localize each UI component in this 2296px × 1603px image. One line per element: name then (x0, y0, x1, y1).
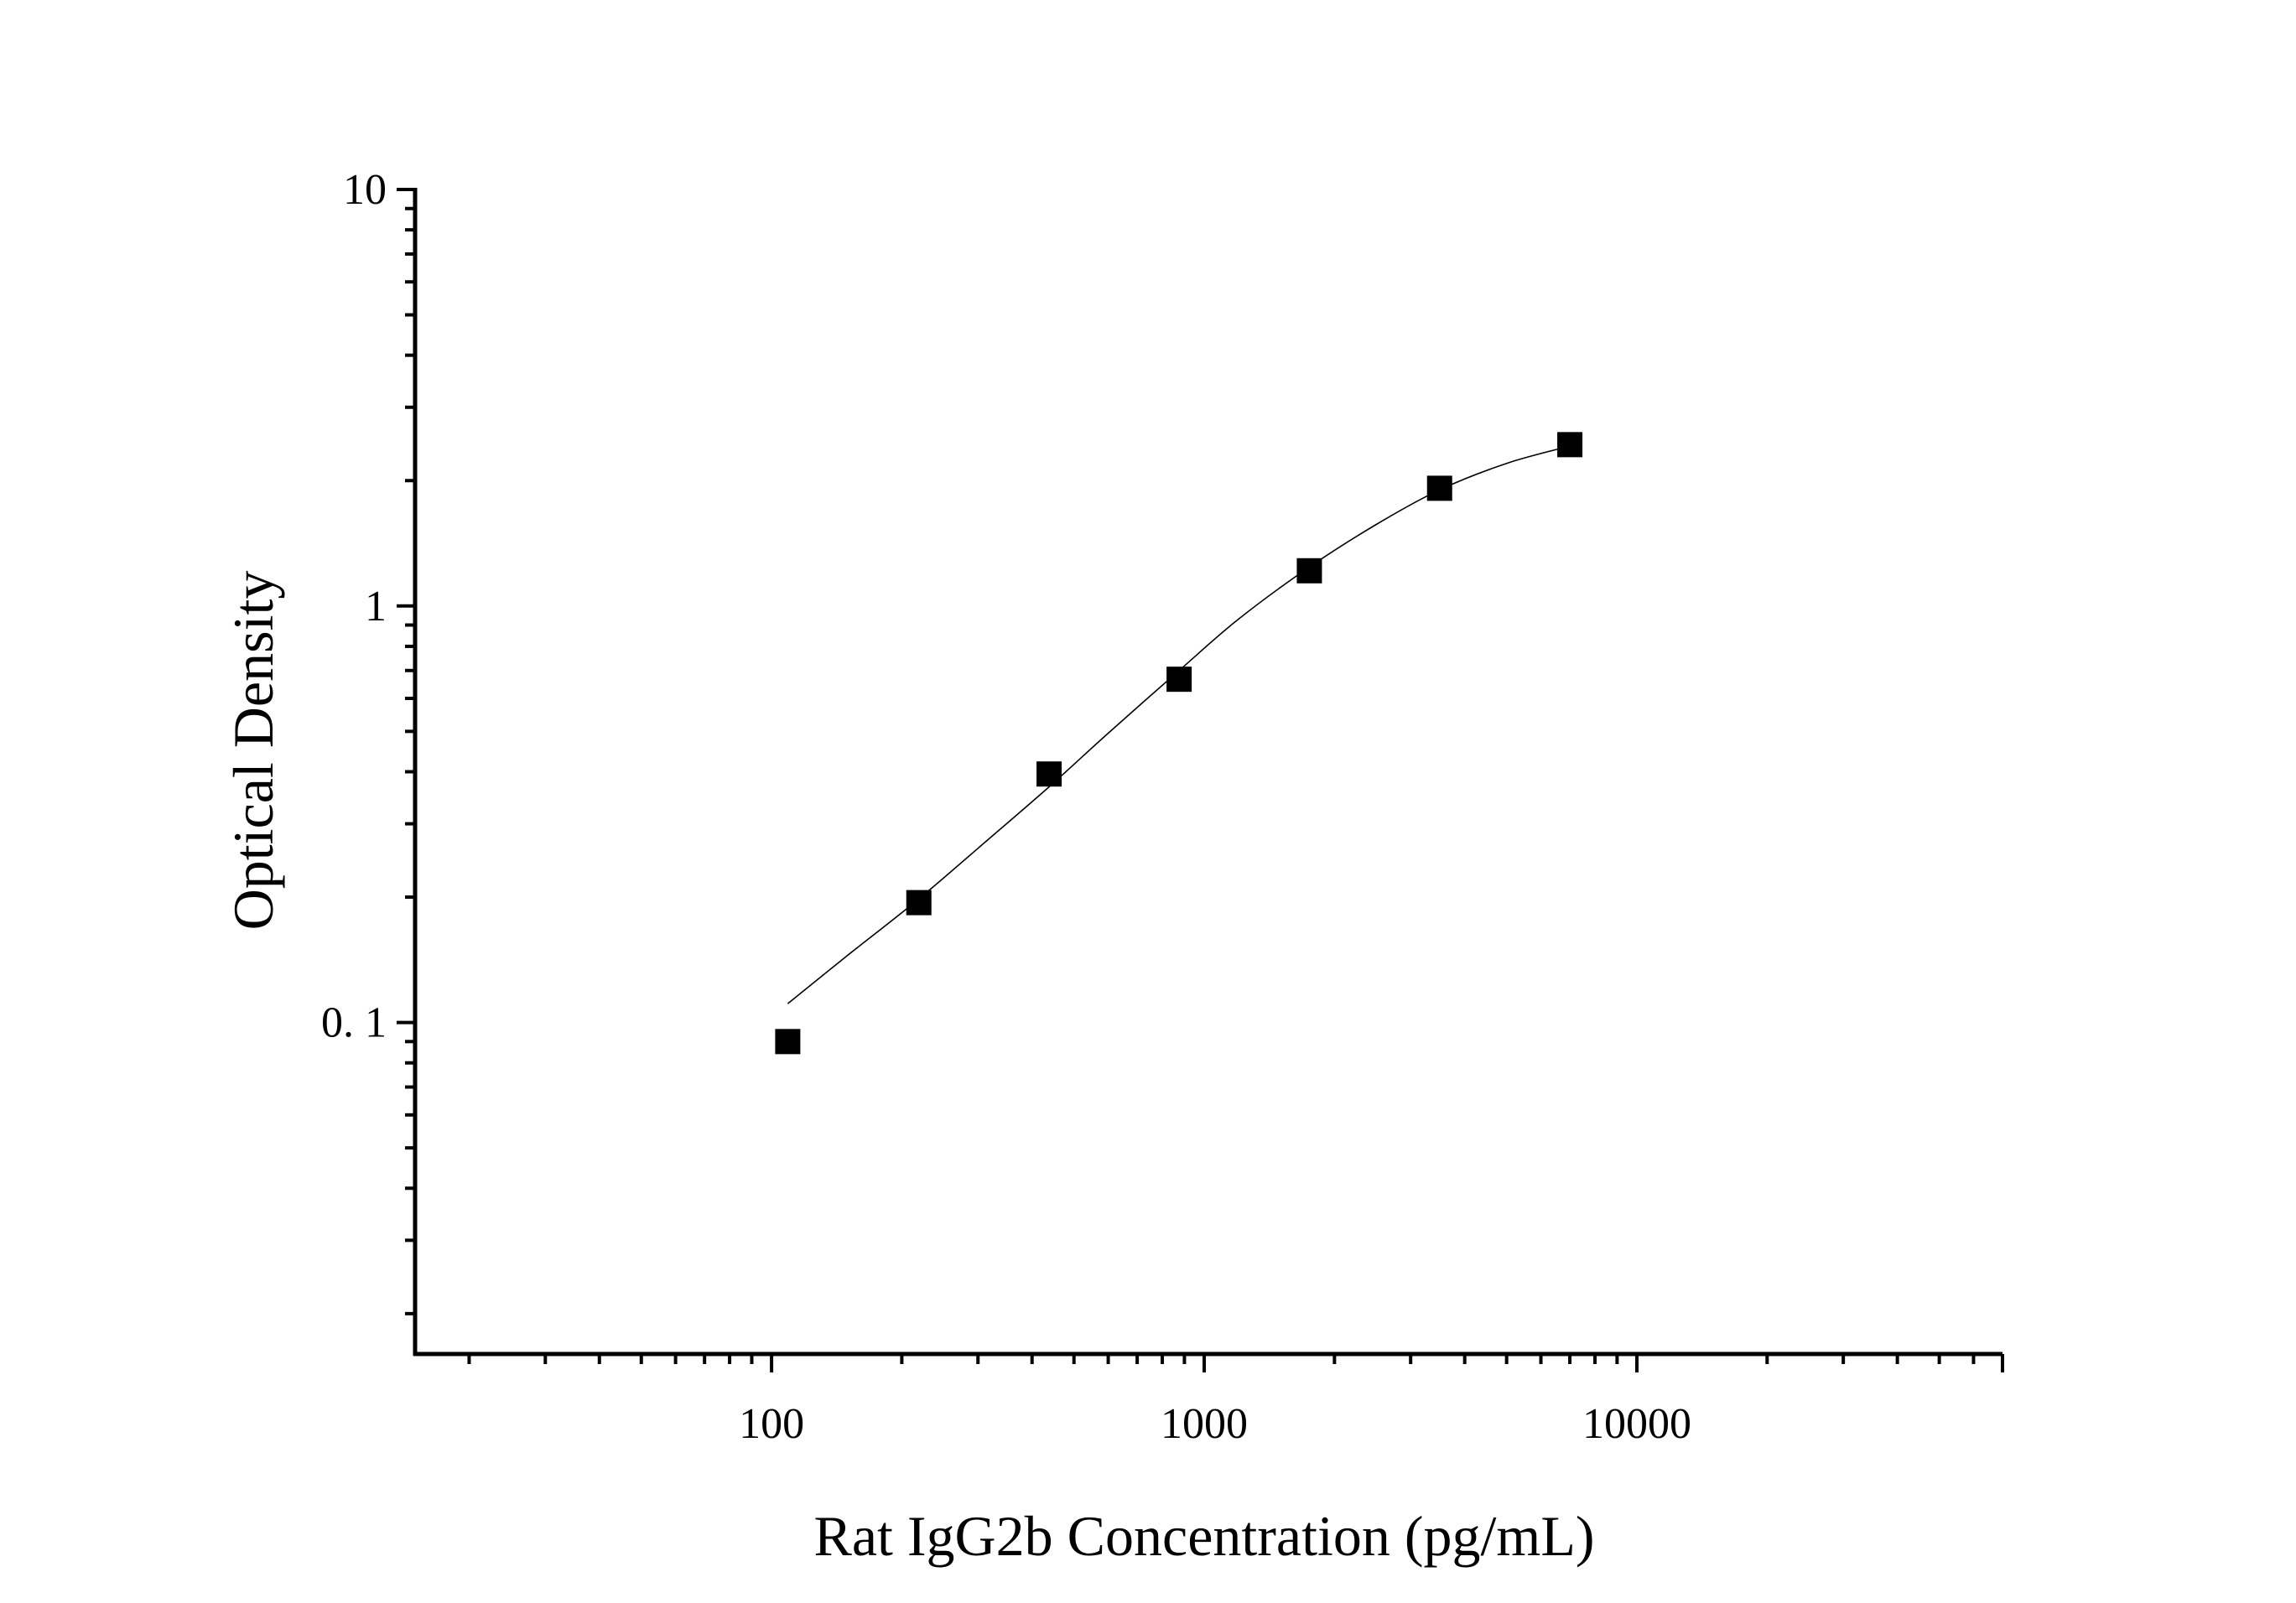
data-point (1296, 558, 1322, 584)
tick-labels: 100 1000 10000 10 1 0. 1 (321, 166, 1691, 1448)
x-tick-label: 100 (739, 1400, 804, 1448)
y-axis-title: Optical Density (221, 571, 285, 931)
x-axis-title: Rat IgG2b Concentration (pg/mL) (813, 1504, 1594, 1568)
data-point (1557, 432, 1583, 458)
y-tick-label: 1 (365, 583, 387, 630)
data-point (1166, 667, 1192, 693)
axes (413, 188, 2003, 1357)
y-tick-label: 10 (343, 166, 387, 214)
data-point (775, 1029, 801, 1055)
fit-curve-line (787, 445, 1571, 1004)
fit-curve-layer (787, 445, 1571, 1004)
data-points-layer (775, 432, 1583, 1055)
x-tick-label: 1000 (1161, 1400, 1248, 1448)
tick-marks (397, 188, 2004, 1372)
y-tick-label: 0. 1 (321, 999, 387, 1047)
data-point (1036, 761, 1062, 787)
data-point (906, 890, 932, 916)
x-tick-label: 10000 (1582, 1400, 1691, 1448)
data-point (1426, 475, 1452, 501)
